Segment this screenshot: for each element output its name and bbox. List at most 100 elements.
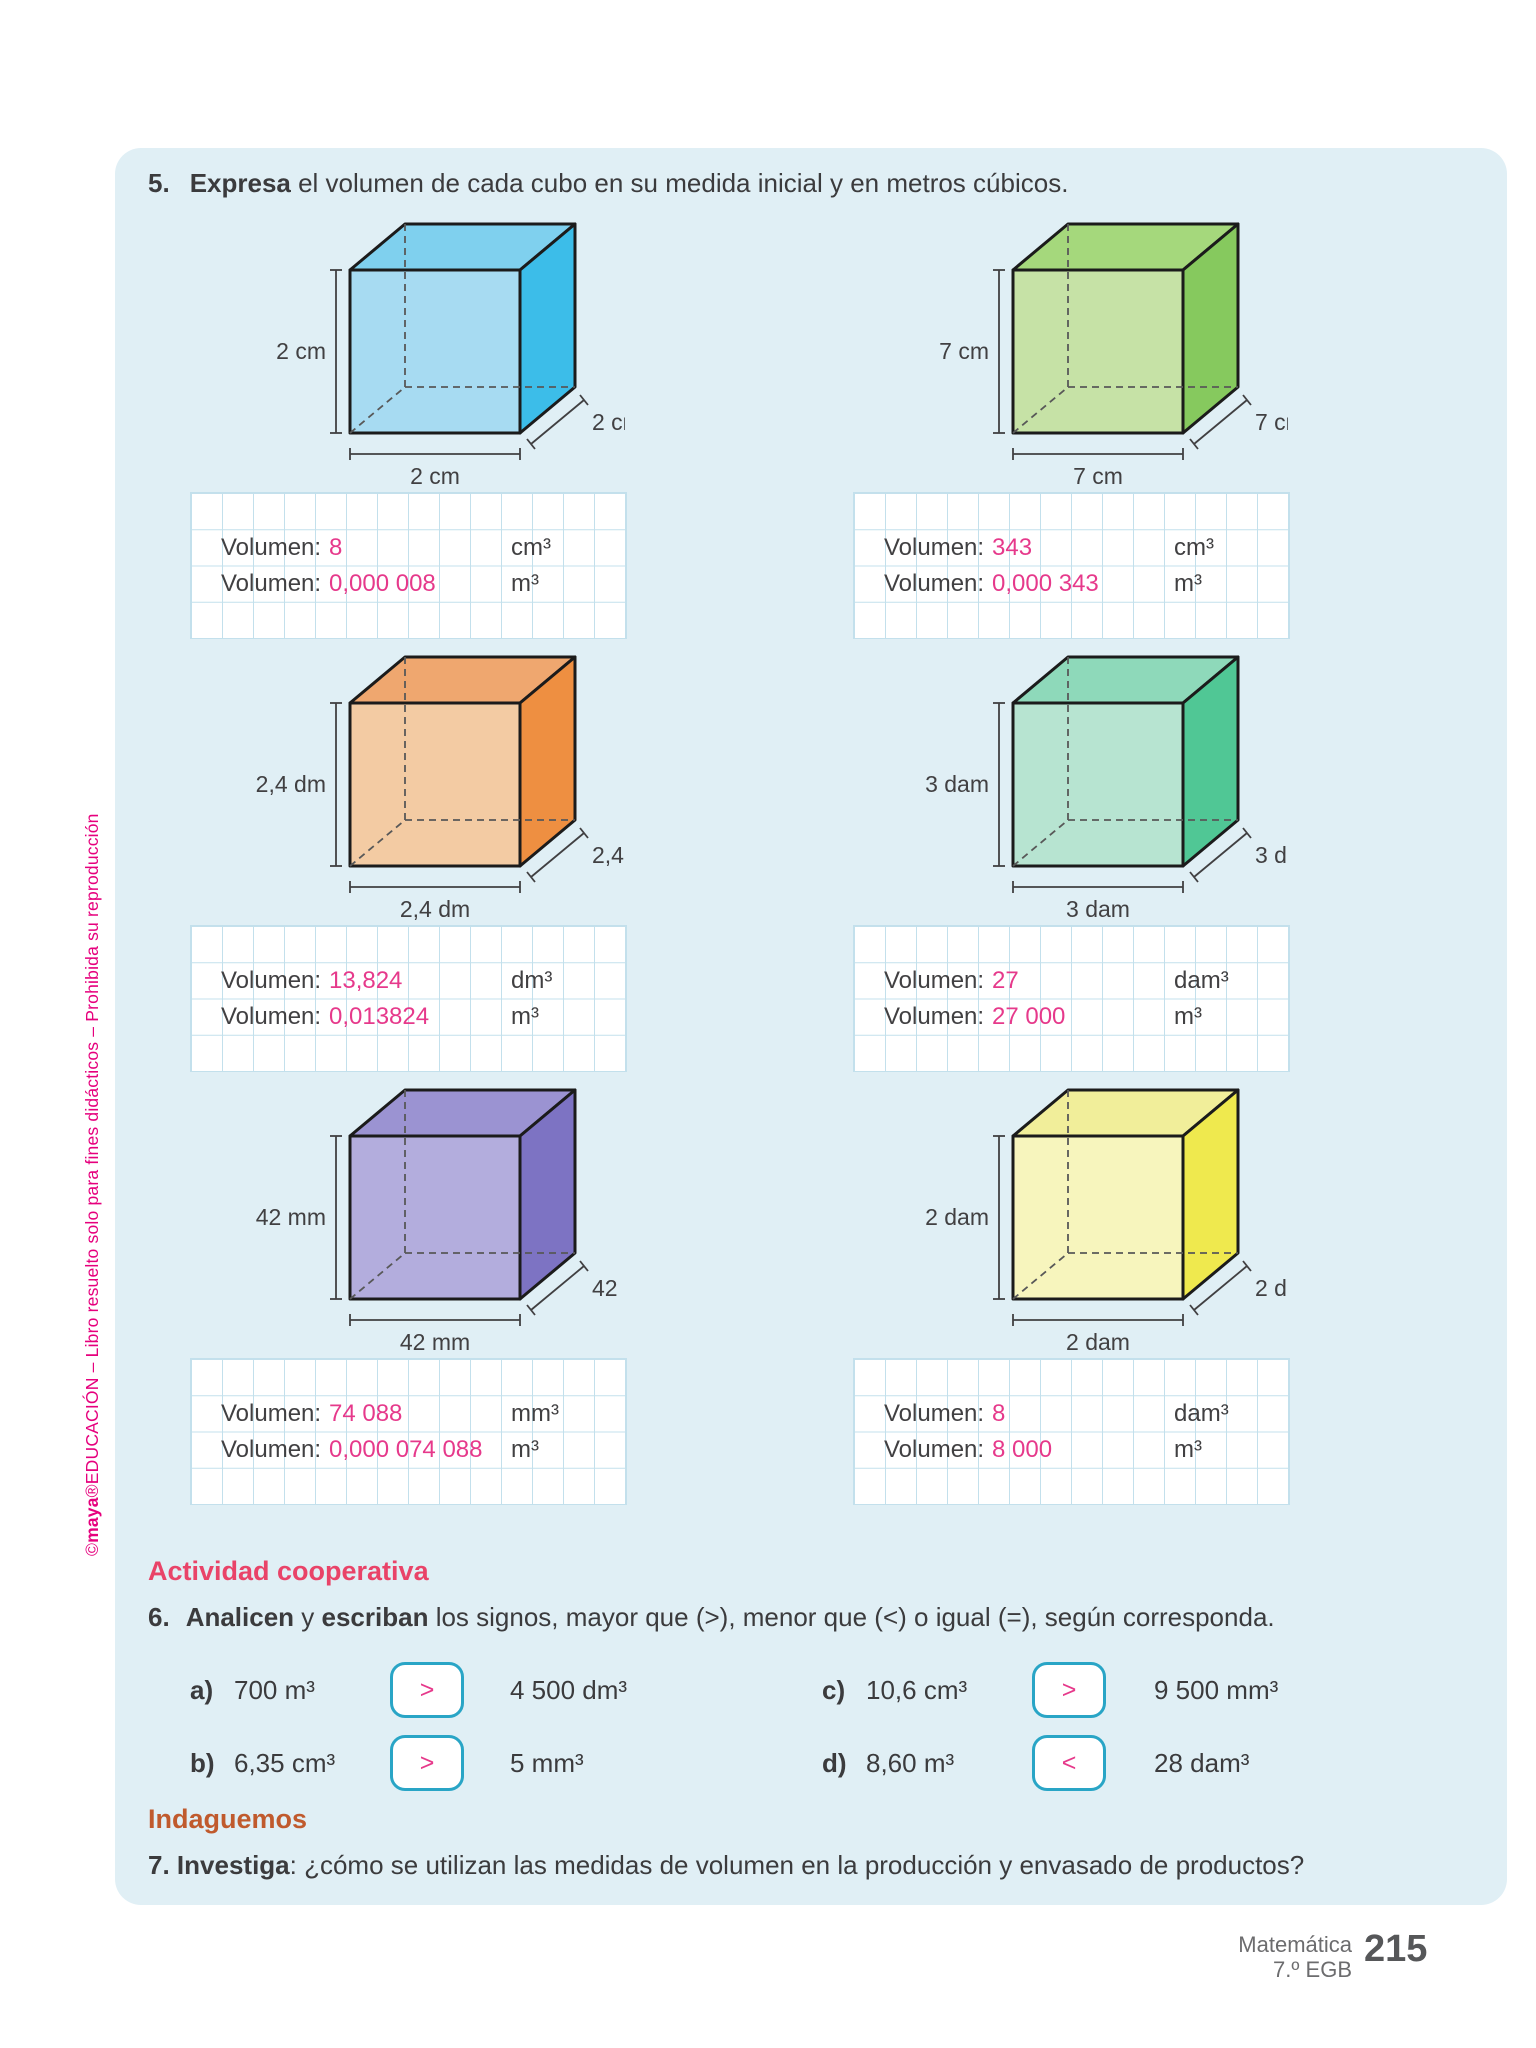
volume-row-m3: Volumen: 0,000 343 m³ [854,565,1289,601]
volume-label: Volumen: [884,1003,985,1030]
answer-grid-teal: Volumen: 27 dam³ Volumen: 27 000 m³ [853,925,1290,1072]
volume-row-initial: Volumen: 8 cm³ [191,529,626,565]
dimension-lines [330,702,589,893]
depth-dimension-label: 3 dam [1255,842,1288,868]
volume-unit: m³ [511,1003,539,1030]
width-dimension-label: 2,4 dm [400,896,470,922]
dimension-lines [330,1135,589,1326]
instruction-bold-1: Analicen [185,1602,295,1632]
comparison-sign: > [419,1749,435,1777]
volume-value: 13,824 [329,967,403,994]
volume-unit: cm³ [1174,534,1214,561]
cube-drawing: 3 dam 3 dam 3 dam [925,655,1319,922]
item-label: d) [822,1748,847,1778]
exercise-text: el volumen de cada cubo en su medida ini… [290,168,1069,198]
cube-figure-blue: 2 cm 2 cm 2 cm [190,218,642,508]
instruction-mid: y [294,1602,322,1632]
cube-figure-teal: 3 dam 3 dam 3 dam [853,651,1319,941]
volume-row-initial: Volumen: 13,824 dm³ [191,962,626,998]
comparison-sign: > [1061,1676,1077,1704]
right-quantity: 5 mm³ [510,1748,584,1778]
volume-value: 27 [992,967,1019,994]
comparison-sign-box: > [390,1662,464,1718]
width-dimension-label: 7 cm [1073,463,1123,489]
hidden-edges [349,224,575,434]
hidden-edges [349,657,575,867]
depth-dimension-label: 2,4 dm [592,842,625,868]
volume-row-initial: Volumen: 343 cm³ [854,529,1289,565]
footer-grade: 7.º EGB [1273,1957,1352,1982]
height-dimension-label: 7 cm [939,338,989,364]
answer-grid-blue: Volumen: 8 cm³ Volumen: 0,000 008 m³ [190,492,627,639]
item-label: b) [190,1748,215,1778]
depth-dimension-label: 42 mm [592,1275,625,1301]
volume-value: 8 000 [992,1436,1053,1463]
exercise-7-instruction: 7. Investiga: ¿cómo se utilizan las medi… [148,1850,1304,1881]
cube-front-face [348,1134,522,1301]
page-number: 215 [1364,1928,1428,1970]
volume-unit: cm³ [511,534,551,561]
volume-row-m3: Volumen: 0,000 008 m³ [191,565,626,601]
depth-dimension-label: 2 dam [1255,1275,1288,1301]
hidden-edges [1012,657,1238,867]
volume-row-m3: Volumen: 27 000 m³ [854,998,1289,1034]
volume-label: Volumen: [221,534,322,561]
brand-name: maya [82,1497,102,1543]
volume-row-m3: Volumen: 8 000 m³ [854,1431,1289,1467]
brand-suffix: ®EDUCACIÓN [82,1377,102,1498]
volume-row-initial: Volumen: 27 dam³ [854,962,1289,998]
answer-grid-orange: Volumen: 13,824 dm³ Volumen: 0,013824 m³ [190,925,627,1072]
cube-figure-yellow: 2 dam 2 dam 2 dam [853,1084,1319,1374]
volume-label: Volumen: [884,1436,985,1463]
volume-label: Volumen: [221,570,322,597]
volume-unit: dam³ [1174,967,1229,994]
volume-label: Volumen: [221,1400,322,1427]
height-dimension-label: 3 dam [925,771,989,797]
cube-front-face [1011,1134,1185,1301]
width-dimension-label: 2 dam [1066,1329,1130,1355]
comparison-sign-box: > [1032,1662,1106,1718]
activity-heading: Actividad cooperativa [148,1556,429,1586]
volume-value: 27 000 [992,1003,1066,1030]
volume-unit: m³ [1174,1003,1202,1030]
volume-value: 74 088 [329,1400,403,1427]
volume-value: 0,013824 [329,1003,430,1030]
volume-unit: dam³ [1174,1400,1229,1427]
dimension-lines [993,269,1252,460]
copyright-symbol: © [82,1542,102,1556]
hidden-edges [349,1090,575,1300]
volume-row-m3: Volumen: 0,000 074 088 m³ [191,1431,626,1467]
comparison-sign-box: > [390,1735,464,1791]
height-dimension-label: 2 cm [276,338,326,364]
cube-drawing: 2,4 dm 2,4 dm 2,4 dm [256,655,662,922]
volume-unit: m³ [1174,570,1202,597]
volume-value: 0,000 343 [992,570,1099,597]
dimension-lines [993,1135,1252,1326]
cube-front-face [1011,268,1185,435]
instruction-rest: los signos, mayor que (>), menor que (<)… [428,1602,1275,1632]
answer-grid-yellow: Volumen: 8 dam³ Volumen: 8 000 m³ [853,1358,1290,1505]
footer-subject-block: Matemática 7.º EGB [1150,1932,1352,1982]
width-dimension-label: 2 cm [410,463,460,489]
volume-label: Volumen: [884,570,985,597]
volume-row-initial: Volumen: 8 dam³ [854,1395,1289,1431]
volume-label: Volumen: [884,1400,985,1427]
comparison-sign-box: < [1032,1735,1106,1791]
instruction-bold: Investiga [176,1850,290,1880]
cube-figure-purple: 42 mm 42 mm 42 mm [190,1084,662,1374]
dimension-lines [330,269,589,460]
height-dimension-label: 42 mm [256,1204,326,1230]
depth-dimension-label: 2 cm [592,409,625,435]
dimension-lines [993,702,1252,893]
comparison-sign: < [1061,1749,1077,1777]
right-quantity: 9 500 mm³ [1154,1675,1279,1705]
exercise-5-title: 5. Expresa el volumen de cada cubo en su … [148,168,1068,199]
cube-front-face [1011,701,1185,868]
instruction-bold-2: escriban [321,1602,429,1632]
volume-label: Volumen: [221,1003,322,1030]
item-label: a) [190,1675,214,1705]
height-dimension-label: 2 dam [925,1204,989,1230]
hidden-edges [1012,224,1238,434]
copyright-sidebar: ©maya®EDUCACIÓN – Libro resuelto solo pa… [82,813,102,1557]
